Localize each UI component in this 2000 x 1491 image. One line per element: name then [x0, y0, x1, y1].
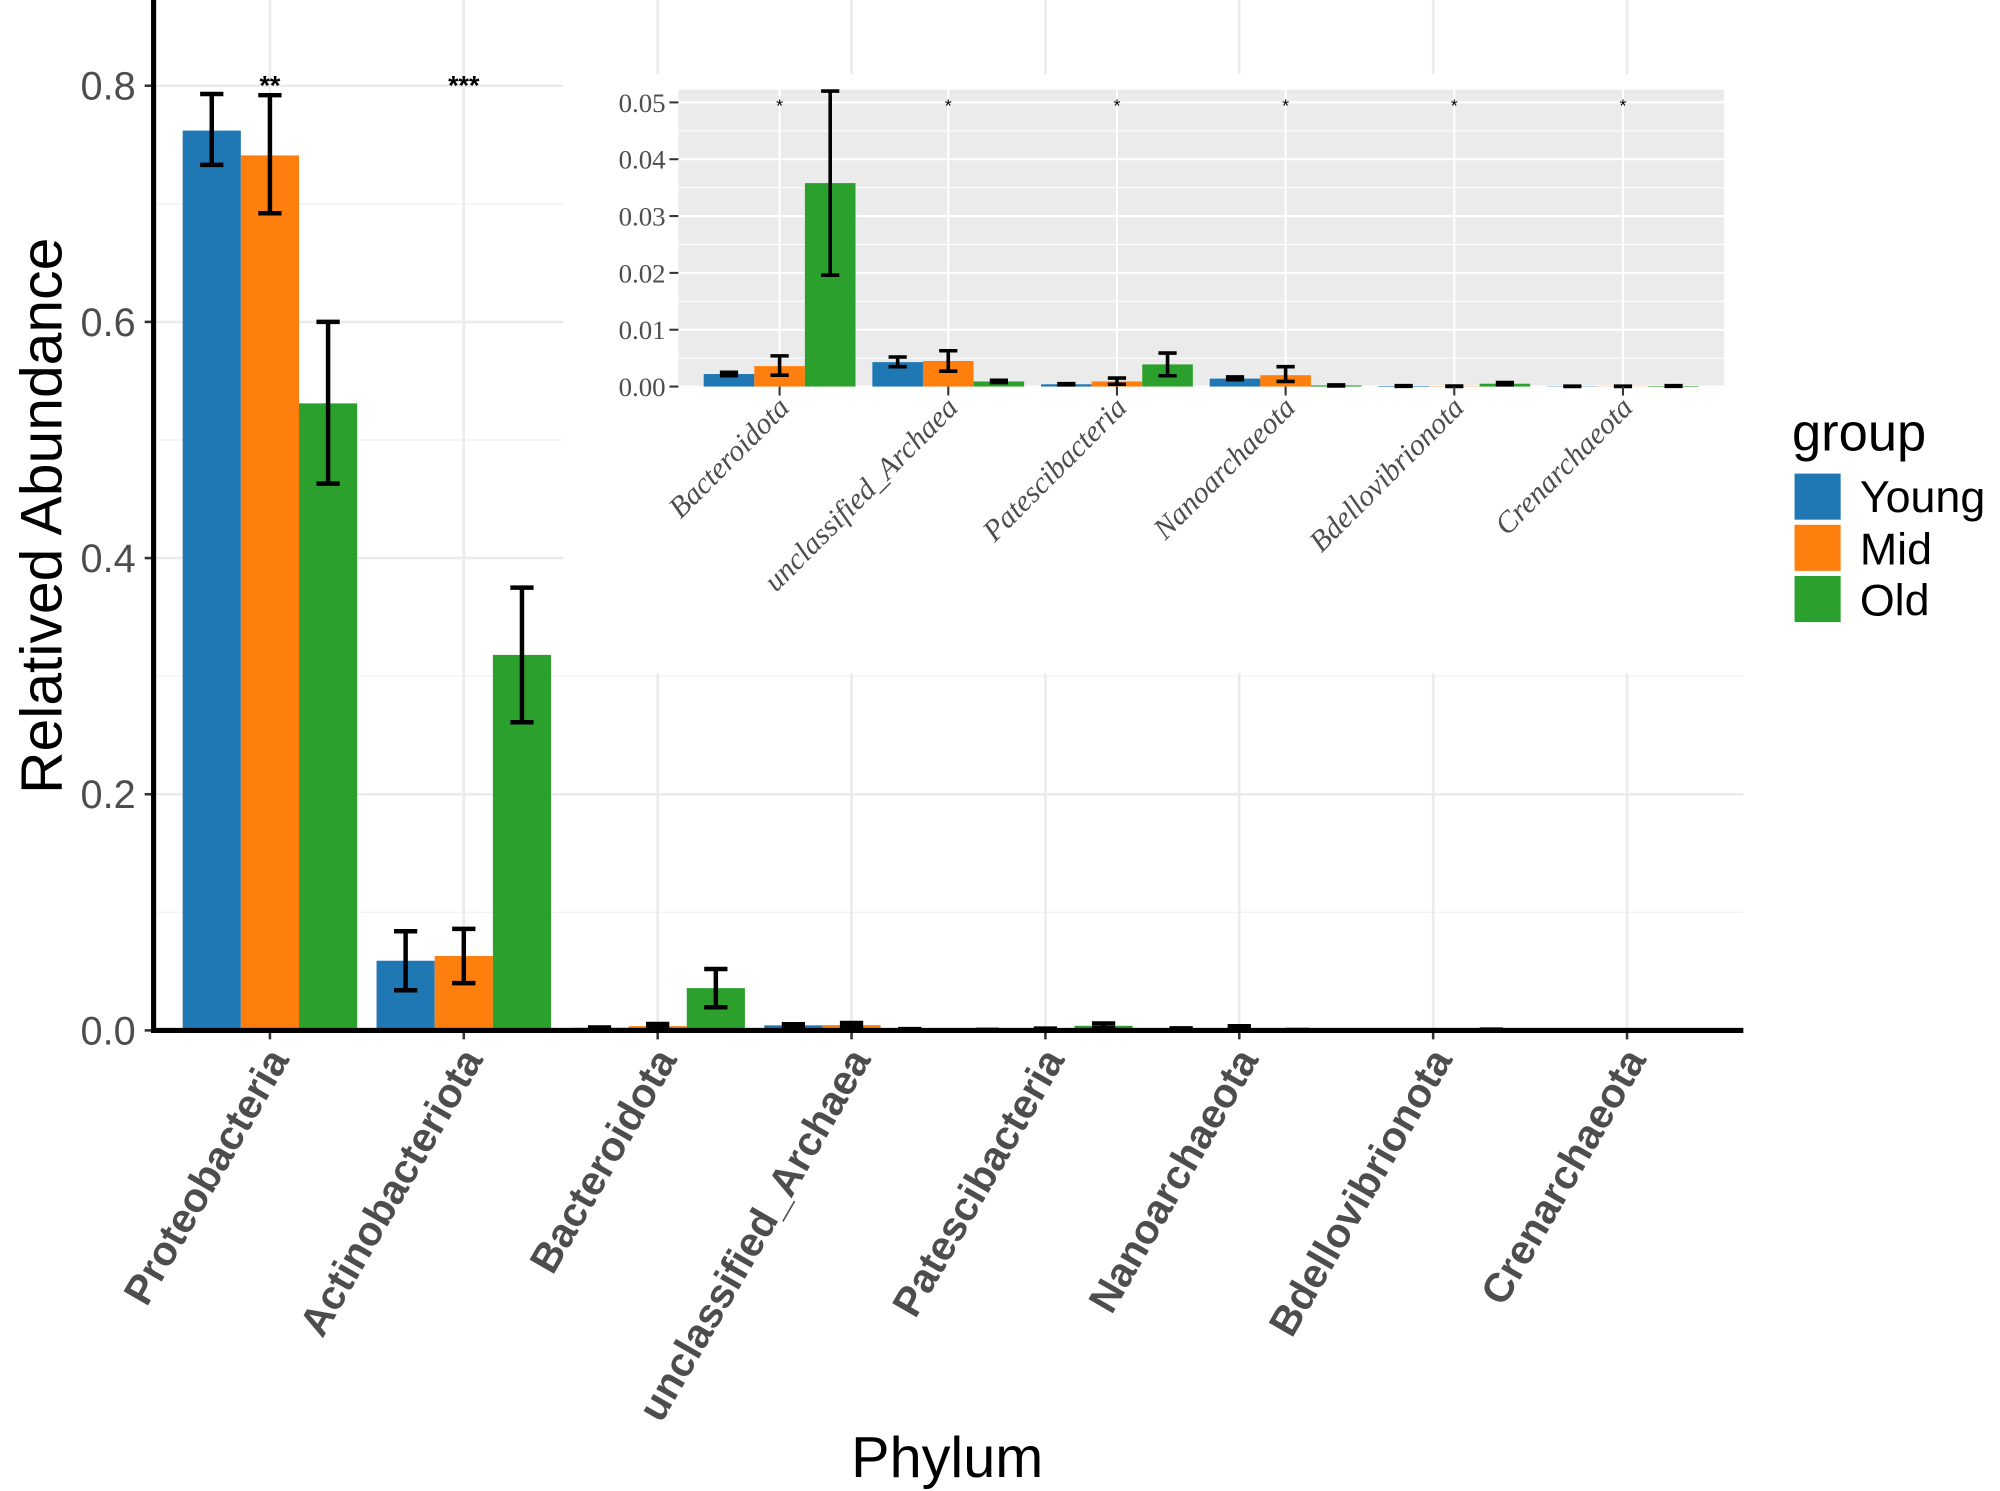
bar-old-proteobacteria — [299, 403, 358, 1031]
inset-axis-ticks — [669, 101, 1624, 396]
inset-significance-label: * — [1282, 95, 1289, 115]
x-tick-label-nanoarchaeota: Nanoarchaeota — [1079, 1040, 1267, 1320]
inset-errorbar-mid-nanoarchaeota — [1276, 364, 1295, 384]
inset-bar-young-bacteroidota — [703, 374, 755, 387]
inset-chart: 0.000.010.020.030.040.05Bacteroidotauncl… — [563, 74, 1744, 674]
inset-errorbar-mid-bacteroidota — [770, 354, 789, 377]
inset-y-tick-label: 0.03 — [619, 201, 666, 231]
x-tick-label-actinobacteriota: Actinobacteriota — [290, 1040, 492, 1344]
inset-errorbar-young-patescibacteria — [1057, 381, 1076, 387]
inset-errorbar-old-bacteroidota — [821, 89, 840, 277]
errorbar-mid-actinobacteriota — [452, 926, 476, 986]
inset-significance-label: * — [776, 95, 783, 115]
inset-errorbar-young-unclassified-archaea — [888, 355, 907, 369]
inset-errorbar-young-bacteroidota — [719, 370, 739, 378]
errorbar-old-proteobacteria — [316, 319, 340, 486]
x-tick-label-unclassified-archaea: unclassified_Archaea — [629, 1040, 880, 1429]
legend-label-young: Young — [1860, 472, 1985, 522]
inset-y-tick-label: 0.00 — [619, 372, 666, 402]
y-tick-label: 0.4 — [81, 537, 136, 581]
x-tick-label-crenarchaeota: Crenarchaeota — [1472, 1040, 1656, 1312]
legend: group Young Mid Old — [1792, 404, 1985, 626]
legend-title: group — [1792, 404, 1926, 463]
errorbar-young-actinobacteriota — [394, 928, 418, 993]
x-tick-label-patescibacteria: Patescibacteria — [883, 1040, 1074, 1324]
errorbar-young-unclassified-archaea — [781, 1022, 806, 1029]
main-axes — [151, 0, 1744, 1033]
errorbar-old-patescibacteria — [1091, 1021, 1116, 1031]
x-tick-label-proteobacteria: Proteobacteria — [115, 1040, 299, 1312]
x-tick-label-bdellovibrionota: Bdellovibrionota — [1260, 1040, 1462, 1344]
inset-errorbar-old-bdellovibrionota — [1495, 380, 1514, 387]
inset-errorbar-young-bdellovibrionota — [1394, 383, 1413, 389]
x-axis-title: Phylum — [851, 1426, 1043, 1490]
x-tick-label-bacteroidota: Bacteroidota — [521, 1040, 687, 1281]
inset-significance-label: * — [1113, 95, 1120, 115]
errorbar-old-bacteroidota — [704, 966, 728, 1010]
significance-label: *** — [448, 71, 480, 101]
legend-label-old: Old — [1860, 576, 1930, 626]
inset-y-tick-label: 0.01 — [619, 315, 666, 345]
inset-errorbar-mid-patescibacteria — [1107, 376, 1127, 387]
inset-errorbar-old-patescibacteria — [1158, 351, 1177, 378]
errorbar-mid-bacteroidota — [646, 1021, 670, 1031]
legend-label-mid: Mid — [1860, 524, 1932, 574]
legend-key-mid — [1794, 524, 1841, 571]
errorbar-mid-proteobacteria — [258, 92, 282, 216]
inset-significance-label: * — [1451, 95, 1458, 115]
inset-errorbar-mid-unclassified-archaea — [939, 348, 958, 374]
inset-significance-label: * — [1619, 95, 1626, 115]
errorbar-mid-unclassified-archaea — [839, 1020, 864, 1030]
bars — [182, 130, 1715, 1031]
bar-mid-proteobacteria — [240, 155, 300, 1031]
inset-errorbar-young-nanoarchaeota — [1225, 375, 1245, 382]
inset-errorbar-old-nanoarchaeota — [1327, 383, 1346, 388]
inset-bar-young-nanoarchaeota — [1209, 378, 1261, 387]
errorbar-old-actinobacteriota — [510, 585, 534, 725]
y-tick-label: 0.8 — [81, 65, 136, 109]
inset-y-tick-label: 0.02 — [619, 258, 666, 288]
y-tick-label: 0.6 — [81, 301, 136, 345]
inset-y-tick-label: 0.04 — [619, 145, 667, 175]
errorbar-young-proteobacteria — [200, 91, 224, 168]
y-tick-label: 0.2 — [81, 773, 136, 817]
inset-significance-label: * — [945, 95, 952, 115]
y-axis-title: Relatived Abundance — [9, 238, 74, 794]
inset-errorbar-old-unclassified-archaea — [989, 378, 1008, 385]
y-tick-label: 0.0 — [81, 1009, 136, 1053]
inset-errorbar-old-crenarchaeota — [1664, 383, 1683, 389]
legend-key-young — [1794, 473, 1841, 520]
significance-label: ** — [259, 71, 280, 101]
legend-key-old — [1794, 576, 1841, 623]
inset-y-tick-label: 0.05 — [619, 88, 666, 118]
bar-young-proteobacteria — [182, 130, 241, 1031]
inset-error-bars — [719, 89, 1683, 389]
